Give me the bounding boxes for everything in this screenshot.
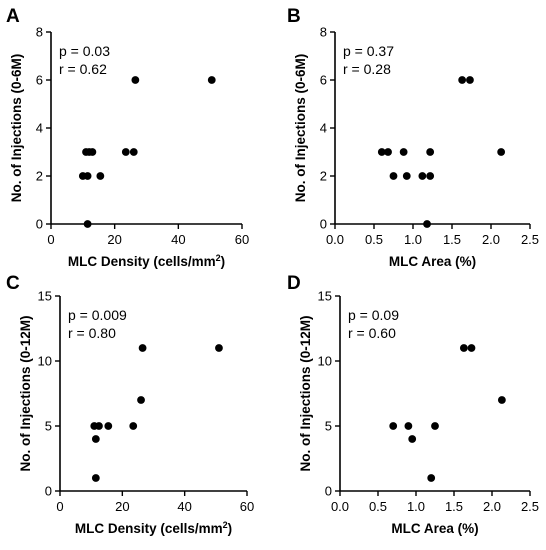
data-point xyxy=(83,220,92,228)
stat-annotation: r = 0.60 xyxy=(348,325,396,341)
y-tick-label: 10 xyxy=(38,354,52,369)
x-axis-title: MLC Density (cells/mm2) xyxy=(75,520,232,536)
data-point xyxy=(83,172,92,180)
y-tick-label: 2 xyxy=(320,169,327,184)
data-point xyxy=(427,474,436,482)
panel-letter: D xyxy=(287,273,301,294)
data-point xyxy=(431,422,439,430)
data-point xyxy=(399,148,408,156)
y-tick-label: 15 xyxy=(38,289,52,304)
x-tick-label: 0.5 xyxy=(365,232,383,247)
data-point xyxy=(95,422,103,430)
y-tick-label: 0 xyxy=(36,217,43,232)
y-tick-label: 6 xyxy=(320,73,327,88)
panel-letter: B xyxy=(287,6,301,27)
y-axis-title: No. of Injections (0-6M) xyxy=(9,54,24,203)
panel-a: A 0 20 40 60 0 2 4 6 8 MLC Density (cells/mm2) No. … xyxy=(6,6,249,269)
x-tick-label: 20 xyxy=(115,499,129,514)
y-tick-label: 4 xyxy=(320,121,327,136)
y-tick-label: 2 xyxy=(36,169,43,184)
y-tick-label: 5 xyxy=(325,419,332,434)
panel-letter: C xyxy=(6,273,20,294)
x-tick-label: 0 xyxy=(47,232,54,247)
x-tick-label: 2.0 xyxy=(483,499,501,514)
y-tick-label: 0 xyxy=(325,484,332,499)
data-point xyxy=(91,474,100,482)
data-point xyxy=(418,172,427,180)
data-point xyxy=(384,148,392,156)
data-point xyxy=(458,76,467,84)
panel-c: C 0 20 40 60 0 5 10 15 MLC Density (cells/mm2) No.… xyxy=(6,273,254,536)
stat-annotation: r = 0.28 xyxy=(343,61,391,77)
data-point xyxy=(389,172,398,180)
data-point xyxy=(426,148,435,156)
data-point xyxy=(497,148,506,156)
data-point xyxy=(129,422,138,430)
y-tick-label: 0 xyxy=(320,217,327,232)
data-point xyxy=(497,396,506,404)
x-tick-label: 2.0 xyxy=(482,232,500,247)
y-tick-label: 8 xyxy=(320,25,327,40)
panel-d: D 0.0 0.5 1.0 1.5 2.0 2.5 0 5 10 15 MLC Area (%) No.… xyxy=(287,273,539,536)
x-tick-label: 20 xyxy=(107,232,121,247)
y-tick-label: 4 xyxy=(36,121,43,136)
stat-annotation: p = 0.37 xyxy=(343,43,394,59)
data-point xyxy=(402,172,411,180)
x-tick-label: 0.5 xyxy=(369,499,387,514)
data-point xyxy=(131,76,140,84)
x-tick-label: 1.5 xyxy=(443,232,461,247)
data-point xyxy=(467,344,476,352)
x-tick-label: 60 xyxy=(240,499,254,514)
stat-annotation: r = 0.80 xyxy=(68,325,116,341)
data-point xyxy=(377,148,386,156)
data-point xyxy=(91,435,100,443)
x-axis-title: MLC Area (%) xyxy=(391,521,478,536)
x-tick-label: 0 xyxy=(56,499,63,514)
y-axis-title: No. of Injections (0-6M) xyxy=(293,54,308,203)
x-tick-label: 60 xyxy=(235,232,249,247)
panel-b: B 0.0 0.5 1.0 1.5 2.0 2.5 0 2 4 6 8 MLC Area (%) No. … xyxy=(287,6,539,269)
data-point xyxy=(459,344,468,352)
data-point xyxy=(137,396,145,404)
x-axis-title: MLC Density (cells/mm2) xyxy=(68,253,225,269)
x-tick-label: 2.5 xyxy=(521,232,539,247)
data-point xyxy=(207,76,216,84)
data-point xyxy=(96,172,105,180)
x-tick-label: 2.5 xyxy=(521,499,539,514)
y-tick-label: 15 xyxy=(318,289,332,304)
y-tick-label: 10 xyxy=(318,354,332,369)
x-tick-label: 1.0 xyxy=(404,232,422,247)
y-tick-label: 5 xyxy=(45,419,52,434)
data-point xyxy=(404,422,413,430)
data-point xyxy=(426,172,435,180)
stat-annotation: p = 0.009 xyxy=(68,307,127,323)
data-point xyxy=(215,344,223,352)
data-point xyxy=(88,148,97,156)
data-point xyxy=(423,220,431,228)
y-tick-label: 8 xyxy=(36,25,43,40)
data-point xyxy=(104,422,113,430)
data-point xyxy=(389,422,398,430)
stat-annotation: r = 0.62 xyxy=(59,61,107,77)
y-tick-label: 0 xyxy=(45,484,52,499)
data-point xyxy=(129,148,138,156)
data-point xyxy=(138,344,147,352)
stat-annotation: p = 0.03 xyxy=(59,43,110,59)
x-tick-label: 40 xyxy=(171,232,185,247)
panel-letter: A xyxy=(6,6,20,27)
data-point xyxy=(121,148,130,156)
x-axis-title: MLC Area (%) xyxy=(389,254,476,269)
y-axis-title: No. of Injections (0-12M) xyxy=(298,315,313,471)
x-tick-label: 0.0 xyxy=(331,499,349,514)
x-tick-label: 40 xyxy=(177,499,191,514)
data-point xyxy=(466,76,474,84)
data-point xyxy=(408,435,417,443)
y-axis-title: No. of Injections (0-12M) xyxy=(18,315,33,471)
x-tick-label: 1.5 xyxy=(445,499,463,514)
y-tick-label: 6 xyxy=(36,73,43,88)
x-tick-label: 1.0 xyxy=(407,499,425,514)
x-tick-label: 0.0 xyxy=(326,232,344,247)
stat-annotation: p = 0.09 xyxy=(348,307,399,323)
